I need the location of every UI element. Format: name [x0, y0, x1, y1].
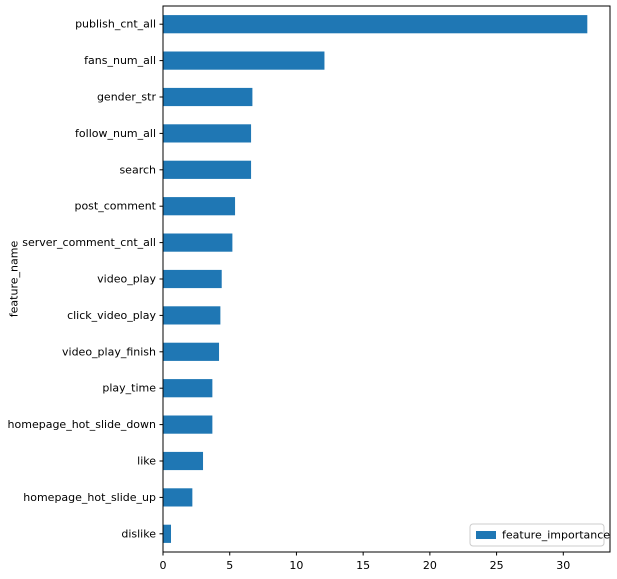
y-tick-label: server_comment_cnt_all [22, 236, 156, 249]
y-tick-label: dislike [121, 527, 156, 540]
y-tick-label: video_play [97, 273, 156, 286]
x-tick-label: 15 [356, 559, 370, 572]
legend-box [469, 523, 605, 547]
legend-label: feature_importance [502, 529, 610, 542]
x-tick-label: 5 [226, 559, 233, 572]
x-tick-label: 10 [289, 559, 303, 572]
bar-server_comment_cnt_all [163, 233, 233, 252]
x-tick-label: 20 [423, 559, 437, 572]
bars-group [163, 15, 588, 543]
bar-follow_num_all [163, 124, 252, 143]
bar-publish_cnt_all [163, 15, 588, 34]
y-tick-label: video_play_finish [62, 345, 156, 358]
x-tick-label: 0 [160, 559, 167, 572]
bar-fans_num_all [163, 51, 325, 70]
bar-search [163, 160, 252, 179]
bar-click_video_play [163, 306, 221, 325]
y-tick-label: fans_num_all [84, 54, 156, 67]
bar-play_time [163, 379, 213, 398]
legend-swatch [476, 531, 496, 539]
y-tick-label: post_comment [74, 200, 156, 213]
bar-video_play_finish [163, 342, 220, 361]
y-tick-label: search [119, 163, 156, 176]
bar-homepage_hot_slide_down [163, 415, 213, 434]
bar-post_comment [163, 197, 236, 216]
bar-gender_str [163, 87, 253, 107]
bar-like [163, 451, 204, 471]
y-tick-label: homepage_hot_slide_up [23, 491, 156, 504]
bar-video_play [163, 269, 222, 289]
bar-homepage_hot_slide_up [163, 488, 193, 507]
plot-frame [162, 5, 611, 553]
x-axis-ticks: 0 5 10 15 20 25 30 [160, 552, 570, 572]
y-tick-label: homepage_hot_slide_down [8, 418, 156, 431]
y-tick-label: play_time [102, 382, 156, 395]
y-tick-label: gender_str [97, 91, 157, 104]
y-tick-label: click_video_play [67, 309, 156, 322]
bar-dislike [163, 524, 172, 543]
y-tick-label: publish_cnt_all [75, 18, 156, 31]
y-axis-ticks: publish_cnt_all fans_num_all gender_strfol… [8, 18, 163, 540]
legend: feature_importance [469, 523, 610, 547]
x-tick-label: 25 [490, 559, 504, 572]
y-tick-label: follow_num_all [75, 127, 156, 140]
y-tick-label: like [137, 455, 156, 468]
y-axis-label: feature_name [8, 241, 21, 318]
x-tick-label: 30 [556, 559, 570, 572]
